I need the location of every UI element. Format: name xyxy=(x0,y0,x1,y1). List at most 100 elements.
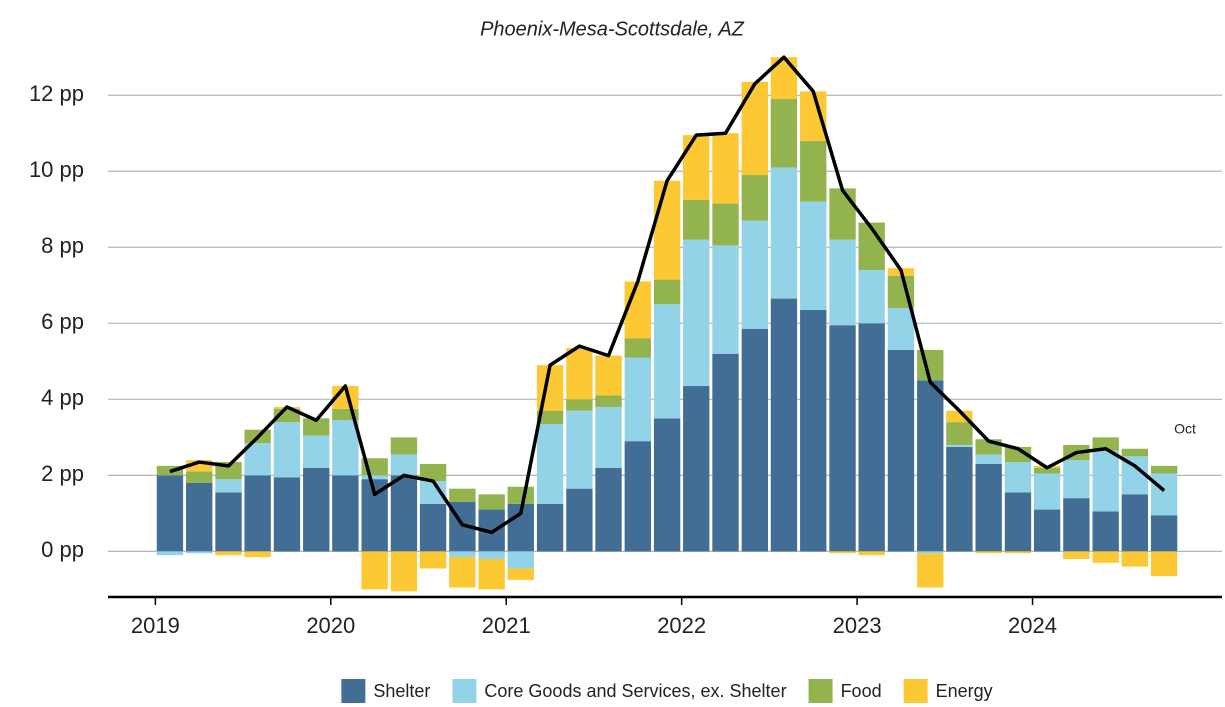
y-tick-label: 8 pp xyxy=(41,233,84,258)
bar-segment xyxy=(1004,551,1032,554)
bar-segment xyxy=(1004,462,1032,493)
bar-segment xyxy=(917,551,944,554)
total-line xyxy=(169,55,1166,535)
bar-segment xyxy=(1004,492,1032,552)
bar-segment xyxy=(1004,446,1032,463)
bar-segment xyxy=(683,239,710,387)
bar-segment xyxy=(1121,448,1148,457)
bar-segment xyxy=(566,348,593,400)
y-tick-label: 6 pp xyxy=(41,309,84,334)
bar-segment xyxy=(303,418,330,436)
bar-segment xyxy=(887,308,915,350)
bar-segment xyxy=(800,309,827,552)
bar-segment xyxy=(712,203,739,246)
x-tick-label: 2023 xyxy=(833,613,882,638)
bar-segment xyxy=(1033,509,1061,552)
bar-segment xyxy=(858,551,885,556)
bar-segment xyxy=(1092,551,1119,563)
bar-segment xyxy=(449,557,476,588)
bar-segment xyxy=(244,443,271,476)
bar-segment xyxy=(683,199,710,240)
bar-segment xyxy=(536,410,564,425)
x-tick-label: 2024 xyxy=(1008,613,1057,638)
bar-segment xyxy=(800,201,827,310)
y-tick-label: 2 pp xyxy=(41,461,84,486)
bar-segment xyxy=(946,422,973,445)
bar-segment xyxy=(1121,551,1148,567)
bar-segment xyxy=(1033,473,1061,510)
y-tick-label: 0 pp xyxy=(41,537,84,562)
bar-segment xyxy=(770,298,798,552)
bar-segment xyxy=(683,135,710,200)
bar-segment xyxy=(390,551,418,592)
bar-segment xyxy=(566,399,593,411)
bar-segment xyxy=(186,460,213,472)
bar-segment xyxy=(536,503,564,552)
bar-segment xyxy=(917,380,944,552)
bar-segment xyxy=(478,558,505,590)
bar-segment xyxy=(478,551,505,559)
bar-segment xyxy=(273,477,301,552)
bar-segment xyxy=(946,446,973,552)
bar-segment xyxy=(653,304,681,419)
bar-segment xyxy=(273,422,301,478)
bar-segment xyxy=(829,325,856,552)
bar-segment xyxy=(507,486,534,504)
bar-segment xyxy=(595,467,622,552)
legend-swatch xyxy=(341,679,366,703)
bar-segment xyxy=(712,353,739,552)
bar-segment xyxy=(624,441,651,552)
bar-segment xyxy=(712,245,739,354)
legend-swatch xyxy=(903,679,928,703)
bar-segment xyxy=(741,220,769,330)
x-tick-label: 2021 xyxy=(482,613,531,638)
bar-segment xyxy=(156,475,184,552)
bar-segment xyxy=(712,133,739,204)
bar-segment xyxy=(419,503,447,552)
bar-segment xyxy=(186,482,213,552)
bar-segment xyxy=(507,551,534,569)
bar-segment xyxy=(419,551,447,569)
bar-segment xyxy=(800,91,827,141)
x-tick-label: 2019 xyxy=(131,613,180,638)
legend-swatch xyxy=(808,679,833,703)
bar-segment xyxy=(887,349,915,552)
bar-segment xyxy=(449,551,476,558)
bar-segment xyxy=(449,488,476,502)
bar-segment xyxy=(215,479,242,493)
bar-segment xyxy=(303,435,330,468)
bar-segment xyxy=(653,279,681,305)
bar-segment xyxy=(1033,467,1061,474)
bar-segment xyxy=(829,551,856,554)
bar-segment xyxy=(770,99,798,168)
bar-segment xyxy=(390,475,418,552)
bar-segment xyxy=(1063,460,1090,499)
y-tick-label: 4 pp xyxy=(41,385,84,410)
bar-segment xyxy=(390,454,418,476)
bar-segment xyxy=(156,551,184,556)
bar-segment xyxy=(595,395,622,407)
bar-segment xyxy=(770,167,798,299)
bar-segment xyxy=(741,81,769,176)
bar-segment xyxy=(975,454,1002,464)
bar-segment xyxy=(507,568,534,580)
bar-segment xyxy=(244,551,271,558)
bar-segment xyxy=(946,444,973,447)
bar-segment xyxy=(741,175,769,221)
bar-segment xyxy=(1150,473,1178,516)
bar-segment xyxy=(244,475,271,552)
bar-segment xyxy=(829,188,856,240)
bar-segment xyxy=(478,494,505,510)
chart-title: Phoenix-Mesa-Scottsdale, AZ xyxy=(480,18,745,40)
bar-segment xyxy=(186,471,213,483)
legend-label: Shelter xyxy=(373,681,430,701)
bar-segment xyxy=(215,551,242,556)
bar-segment xyxy=(1150,465,1178,474)
bar-segment xyxy=(741,329,769,552)
legend-label: Energy xyxy=(936,681,993,701)
bar-segment xyxy=(303,467,330,552)
bar-segment xyxy=(332,475,359,552)
bar-segment xyxy=(683,386,710,552)
bar-segment xyxy=(946,410,973,423)
bar-segment xyxy=(361,551,388,590)
